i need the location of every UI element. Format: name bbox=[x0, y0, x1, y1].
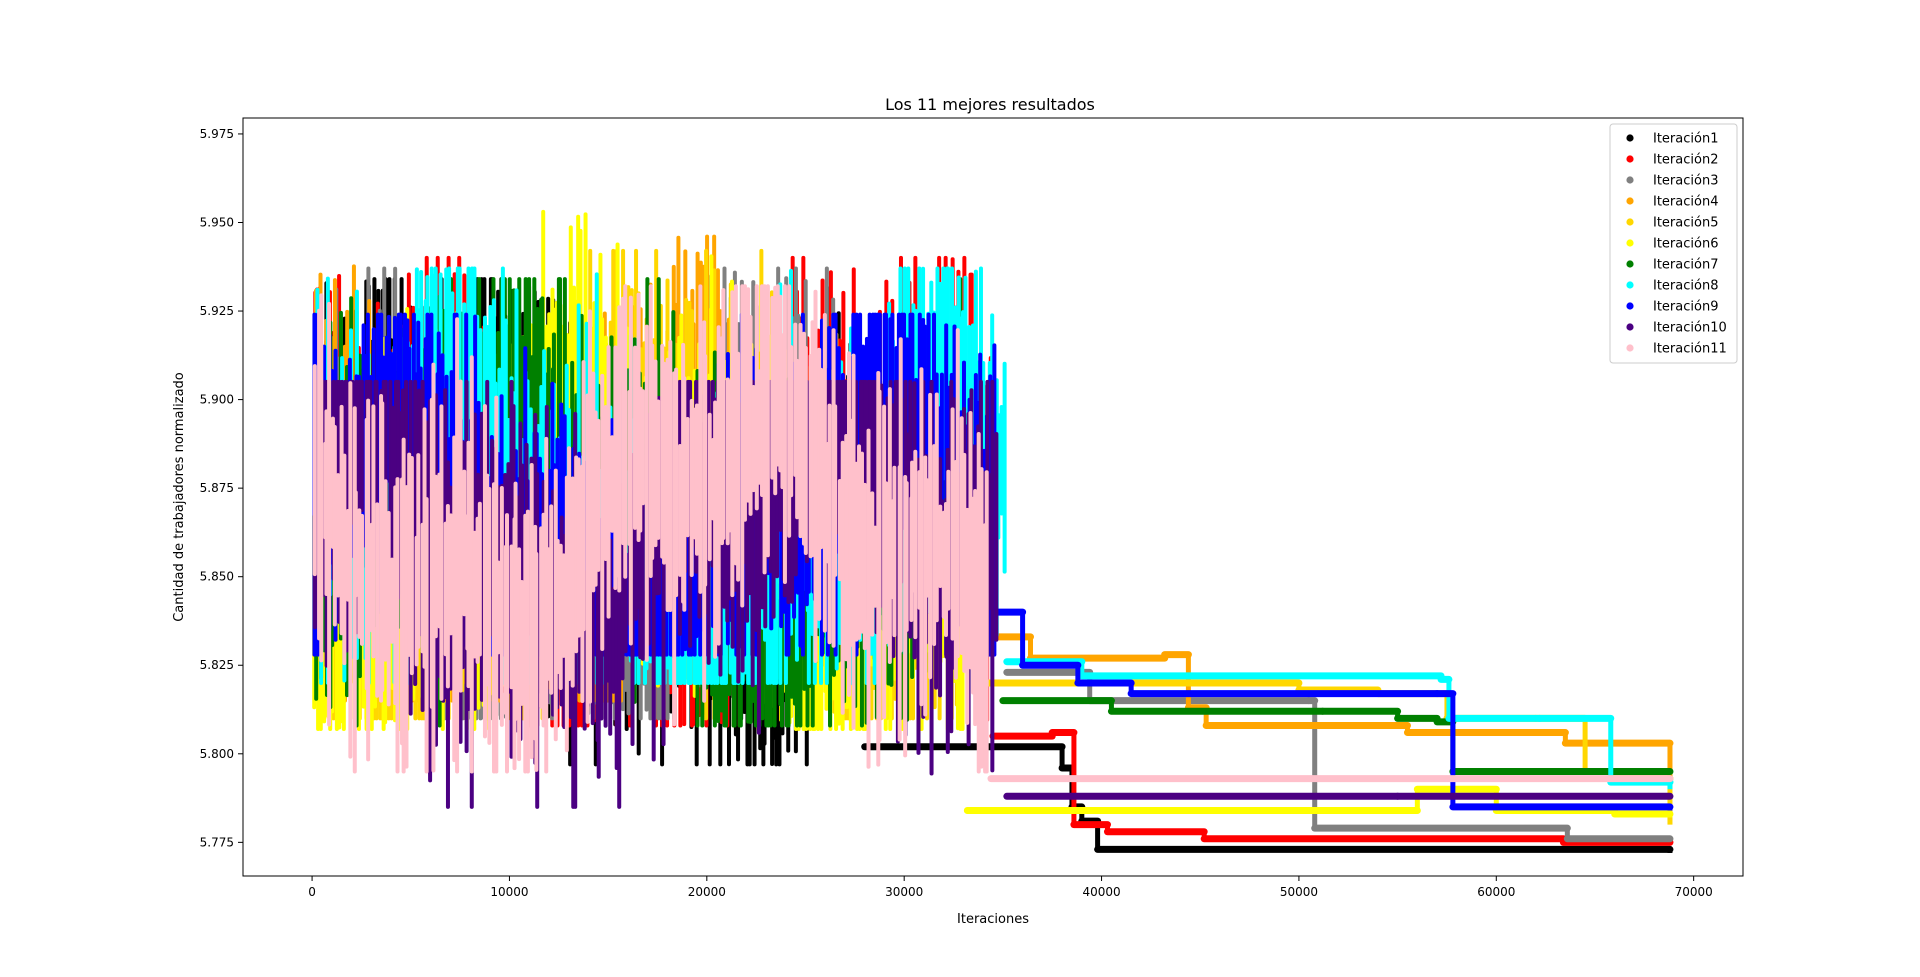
legend-marker bbox=[1626, 302, 1634, 310]
y-tick-label: 5.950 bbox=[200, 215, 234, 229]
y-axis-label: Cantidad de trabajadores normalizado bbox=[172, 372, 187, 622]
x-tick-label: 10000 bbox=[490, 885, 528, 899]
legend-marker bbox=[1626, 176, 1634, 184]
legend-label: Iteración4 bbox=[1653, 195, 1718, 210]
plot-frame bbox=[242, 117, 1744, 877]
x-tick-label: 20000 bbox=[688, 885, 726, 899]
y-tick-label: 5.875 bbox=[200, 481, 234, 495]
legend-marker bbox=[1626, 134, 1634, 142]
x-tick-label: 0 bbox=[308, 885, 316, 899]
legend-label: Iteración8 bbox=[1653, 279, 1718, 294]
x-axis-label: Iteraciones bbox=[957, 912, 1029, 927]
x-tick-label: 70000 bbox=[1675, 885, 1713, 899]
legend-marker bbox=[1626, 218, 1634, 226]
legend-label: Iteración10 bbox=[1653, 321, 1727, 336]
series-Iteración11 bbox=[312, 284, 1674, 783]
legend-label: Iteración11 bbox=[1653, 342, 1727, 357]
y-tick-label: 5.800 bbox=[200, 747, 234, 761]
legend-marker bbox=[1626, 155, 1634, 163]
y-tick-label: 5.825 bbox=[200, 658, 234, 672]
legend-label: Iteración5 bbox=[1653, 216, 1718, 231]
legend-label: Iteración2 bbox=[1653, 153, 1718, 168]
legend-marker bbox=[1626, 239, 1634, 247]
y-tick-label: 5.925 bbox=[200, 304, 234, 318]
legend-marker bbox=[1626, 323, 1634, 331]
x-tick-label: 40000 bbox=[1082, 885, 1120, 899]
legend-box bbox=[1609, 123, 1738, 364]
legend-marker bbox=[1626, 344, 1634, 352]
legend-label: Iteración1 bbox=[1653, 132, 1718, 147]
chart-title: Los 11 mejores resultados bbox=[885, 95, 1095, 114]
x-tick-label: 50000 bbox=[1280, 885, 1318, 899]
y-axis: 5.775 5.800 5.825 5.850 5.875 5.900 5.925 5.950… bbox=[200, 127, 243, 849]
data-points bbox=[312, 209, 1674, 853]
legend-marker bbox=[1626, 281, 1634, 289]
y-tick-label: 5.775 bbox=[200, 835, 234, 849]
y-tick-label: 5.975 bbox=[200, 127, 234, 141]
y-tick-label: 5.850 bbox=[200, 570, 234, 584]
x-tick-label: 60000 bbox=[1477, 885, 1515, 899]
x-axis: 0 10000 20000 30000 40000 50000 60000 70000 bbox=[308, 876, 1713, 899]
legend-marker bbox=[1626, 260, 1634, 268]
legend-label: Iteración7 bbox=[1653, 258, 1718, 273]
legend-label: Iteración3 bbox=[1653, 174, 1718, 189]
legend-marker bbox=[1626, 197, 1634, 205]
legend-label: Iteración6 bbox=[1653, 237, 1718, 252]
legend-label: Iteración9 bbox=[1653, 300, 1718, 315]
x-tick-label: 30000 bbox=[885, 885, 923, 899]
y-tick-label: 5.900 bbox=[200, 393, 234, 407]
legend: Iteración1 Iteración2 Iteración3 Iteración4… bbox=[1609, 123, 1738, 364]
